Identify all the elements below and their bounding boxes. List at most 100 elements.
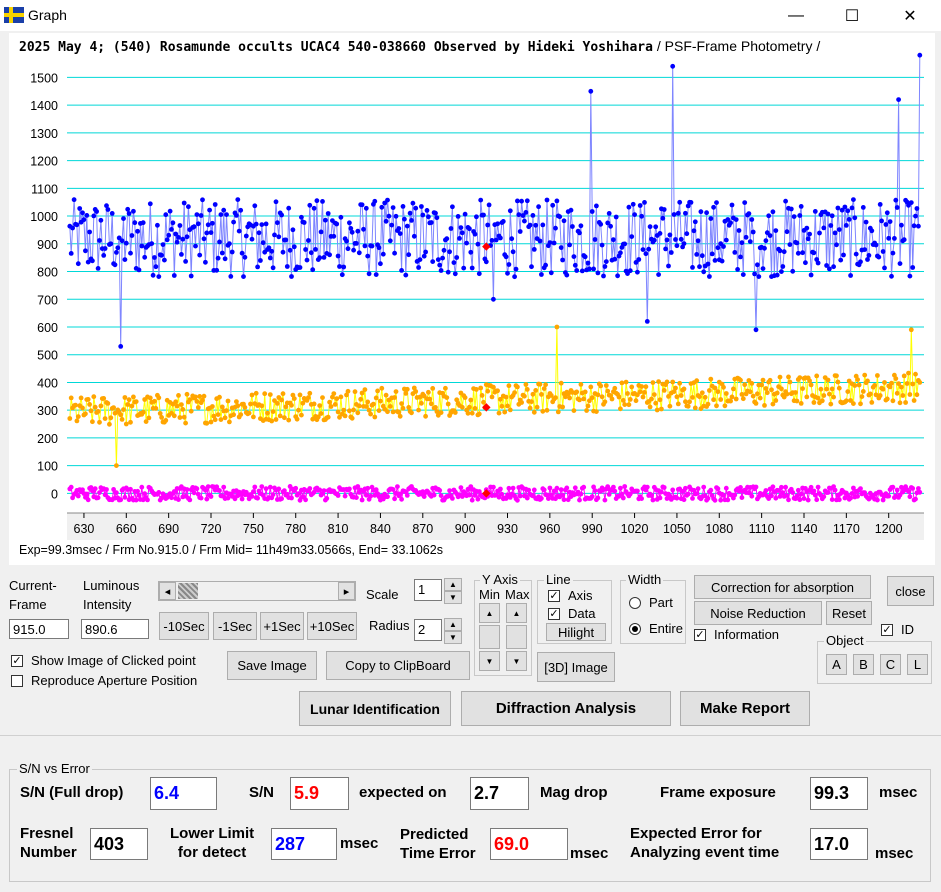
data-point <box>98 403 104 409</box>
data-point <box>697 394 702 400</box>
data-point <box>212 417 218 423</box>
data-point <box>170 220 176 226</box>
data-point <box>395 484 400 489</box>
scale-field[interactable]: 1 <box>414 579 442 601</box>
y-max-track[interactable] <box>506 625 527 649</box>
light-curve-chart[interactable]: 0 100 200 300 400 500 600 700 800 900 1000 1100 1200… <box>0 0 941 570</box>
y-max-up-button[interactable]: ▲ <box>506 603 527 623</box>
noise-reduction-button[interactable]: Noise Reduction <box>694 601 822 625</box>
data-point <box>836 385 842 391</box>
data-point <box>661 388 667 393</box>
object-l-button[interactable]: L <box>907 654 928 675</box>
scroll-right-button[interactable]: ▸ <box>338 582 355 600</box>
data-point <box>779 484 784 490</box>
close-button[interactable]: close <box>887 576 934 606</box>
data-point <box>848 273 853 278</box>
width-entire-radio[interactable] <box>629 623 641 635</box>
data-point <box>561 497 567 503</box>
radius-field[interactable]: 2 <box>414 619 442 641</box>
lunar-identification-button[interactable]: Lunar Identification <box>299 691 451 726</box>
make-report-button[interactable]: Make Report <box>680 691 810 726</box>
data-point <box>315 414 321 420</box>
scale-up-button[interactable]: ▲ <box>444 578 462 591</box>
data-point <box>259 484 265 489</box>
data-point <box>383 392 389 398</box>
correction-absorption-button[interactable]: Correction for absorption <box>694 575 871 599</box>
scroll-thumb[interactable] <box>178 583 198 599</box>
data-point <box>94 209 99 214</box>
data-point <box>708 376 714 382</box>
minus-1sec-button[interactable]: -1Sec <box>213 612 257 640</box>
3d-image-button[interactable]: [3D] Image <box>537 652 615 682</box>
data-point <box>474 387 479 392</box>
data-point <box>858 486 863 491</box>
data-point <box>169 227 174 232</box>
data-point <box>884 396 890 402</box>
data-point <box>122 395 128 400</box>
data-point <box>75 414 81 419</box>
data-point <box>135 228 141 234</box>
diffraction-analysis-button[interactable]: Diffraction Analysis <box>461 691 671 726</box>
minus-10sec-button[interactable]: -10Sec <box>159 612 209 640</box>
data-point <box>368 411 373 417</box>
y-min-up-button[interactable]: ▲ <box>479 603 500 623</box>
reproduce-aperture-checkbox[interactable] <box>11 675 23 687</box>
information-checkbox[interactable]: ✓ <box>694 629 706 641</box>
line-axis-checkbox[interactable]: ✓ <box>548 590 560 602</box>
x-tick-label: 840 <box>370 522 391 536</box>
data-point <box>126 211 132 216</box>
y-max-down-button[interactable]: ▼ <box>506 651 527 671</box>
data-point <box>502 409 508 415</box>
data-point <box>375 388 380 394</box>
data-point <box>599 394 605 400</box>
plus-10sec-button[interactable]: +10Sec <box>307 612 357 640</box>
save-image-button[interactable]: Save Image <box>227 651 317 680</box>
data-point <box>273 199 279 205</box>
data-point <box>663 246 668 252</box>
line-data-checkbox[interactable]: ✓ <box>548 608 560 620</box>
radius-up-button[interactable]: ▲ <box>444 618 462 631</box>
data-point <box>659 406 664 412</box>
minimize-button[interactable]: — <box>788 6 804 24</box>
data-point <box>894 487 900 493</box>
data-point <box>475 241 481 247</box>
object-b-button[interactable]: B <box>853 654 874 675</box>
data-point <box>222 415 228 421</box>
y-min-track[interactable] <box>479 625 500 649</box>
expected-error-unit: msec <box>875 845 914 862</box>
data-point <box>459 404 465 410</box>
data-point <box>95 495 101 501</box>
radius-down-button[interactable]: ▼ <box>444 631 462 644</box>
width-part-radio[interactable] <box>629 597 641 609</box>
x-tick-label: 1020 <box>621 522 649 536</box>
data-point <box>379 204 385 210</box>
luminous-intensity-field[interactable]: 890.6 <box>81 619 149 639</box>
close-window-button[interactable]: ✕ <box>903 7 917 25</box>
data-point <box>136 493 142 498</box>
data-point <box>125 402 131 407</box>
current-frame-field[interactable]: 915.0 <box>9 619 69 639</box>
reset-button[interactable]: Reset <box>826 601 872 625</box>
id-checkbox[interactable]: ✓ <box>881 624 893 636</box>
frame-scrollbar[interactable] <box>158 581 356 601</box>
data-point <box>889 273 894 279</box>
plus-1sec-button[interactable]: +1Sec <box>260 612 304 640</box>
object-a-button[interactable]: A <box>826 654 847 675</box>
hilight-button[interactable]: Hilight <box>546 623 606 641</box>
data-point <box>692 405 698 411</box>
data-point <box>507 407 513 413</box>
data-point <box>101 396 107 401</box>
scale-down-button[interactable]: ▼ <box>444 591 462 604</box>
copy-clipboard-button[interactable]: Copy to ClipBoard <box>326 651 470 680</box>
data-point <box>524 387 530 392</box>
y-min-down-button[interactable]: ▼ <box>479 651 500 671</box>
scroll-left-button[interactable]: ◂ <box>159 582 176 600</box>
maximize-button[interactable]: ☐ <box>844 7 860 25</box>
data-point <box>587 266 592 272</box>
x-tick-label: 750 <box>243 522 264 536</box>
show-image-checkbox[interactable]: ✓ <box>11 655 23 667</box>
data-point <box>851 401 856 406</box>
data-point <box>582 254 588 260</box>
object-c-button[interactable]: C <box>880 654 901 675</box>
data-point <box>618 250 623 256</box>
